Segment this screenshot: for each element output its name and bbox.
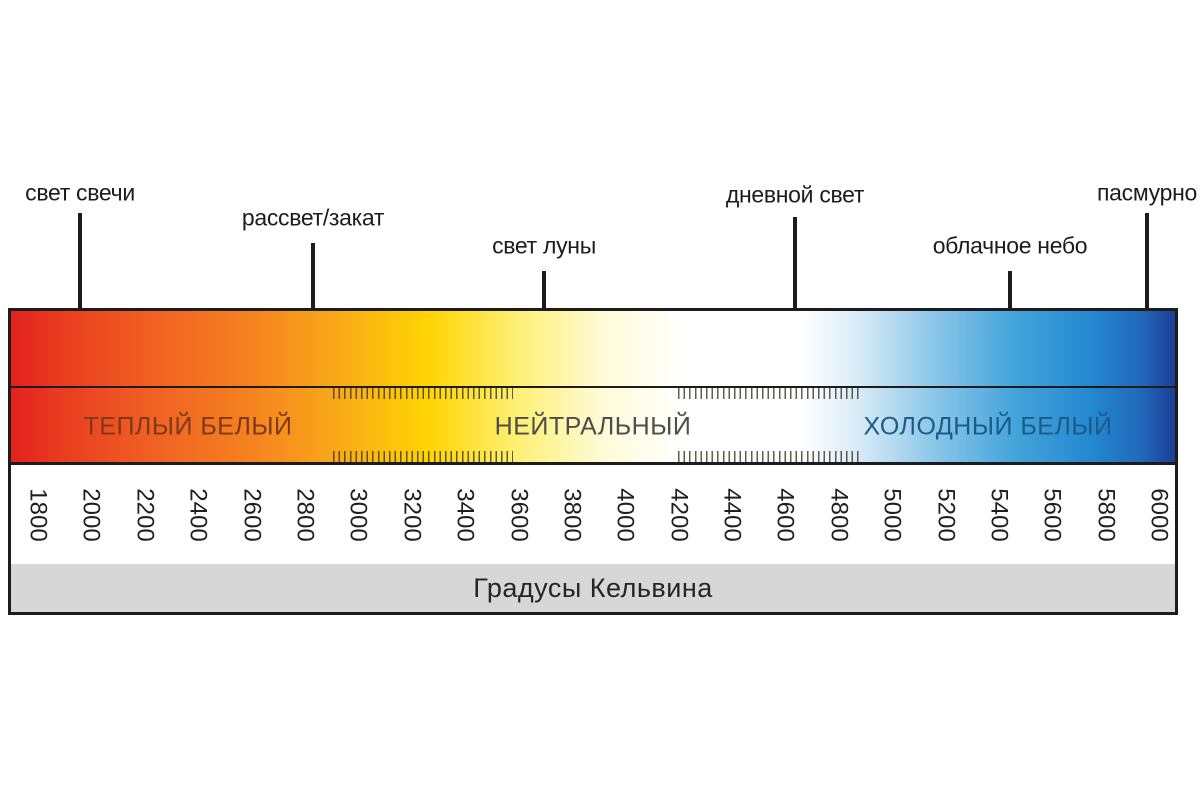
kelvin-tick-label: 5800 [1092, 487, 1120, 542]
kelvin-scale-panel: ТЕПЛЫЙ БЕЛЫЙ НЕЙТРАЛЬНЫЙ ХОЛОДНЫЙ БЕЛЫЙ … [8, 308, 1200, 615]
marker-label: облачное небо [932, 232, 1088, 259]
transition-hatch-neutral-cold-top [678, 388, 861, 399]
transition-hatch-warm-neutral-top [333, 388, 513, 399]
transition-hatch-neutral-cold-bottom [678, 451, 861, 462]
kelvin-tick-label: 4600 [772, 487, 800, 542]
zone-label-warm-white: ТЕПЛЫЙ БЕЛЫЙ [83, 412, 293, 441]
marker-connector-line [793, 217, 797, 348]
kelvin-tick-label: 5600 [1039, 487, 1067, 542]
marker-label: свет луны [492, 232, 596, 259]
kelvin-tick-label: 2600 [238, 487, 266, 542]
kelvin-tick-label: 4800 [825, 487, 853, 542]
marker-label: дневной свет [725, 181, 865, 208]
marker-connector-line [311, 243, 315, 348]
kelvin-tick-label: 4400 [718, 487, 746, 542]
marker-connector-line [78, 213, 82, 348]
marker-label: пасмурно [1097, 179, 1197, 206]
marker-connector-line [1145, 213, 1149, 348]
marker-label: свет свечи [25, 179, 135, 206]
kelvin-tick-label: 2400 [184, 487, 212, 542]
kelvin-tick-label: 2000 [78, 487, 106, 542]
kelvin-tick-label: 5200 [932, 487, 960, 542]
gradient-divider-line [11, 386, 1175, 388]
kelvin-tick-label: 4000 [611, 487, 639, 542]
unit-label: Градусы Кельвина [473, 572, 713, 603]
unit-bar: Градусы Кельвина [11, 564, 1175, 612]
kelvin-tick-label: 2800 [291, 487, 319, 542]
kelvin-tick-label: 1800 [24, 487, 52, 542]
temperature-gradient-bar: ТЕПЛЫЙ БЕЛЫЙ НЕЙТРАЛЬНЫЙ ХОЛОДНЫЙ БЕЛЫЙ [11, 311, 1175, 462]
kelvin-tick-label: 4200 [665, 487, 693, 542]
kelvin-tick-row: 1800 2000 2200 2400 2600 2800 3000 3200 3400 3600… [11, 462, 1200, 564]
kelvin-tick-label: 5000 [878, 487, 906, 542]
kelvin-tick-label: 5400 [985, 487, 1013, 542]
kelvin-tick-label: 6000 [1145, 487, 1173, 542]
transition-hatch-warm-neutral-bottom [333, 451, 513, 462]
zone-label-neutral: НЕЙТРАЛЬНЫЙ [494, 412, 692, 441]
kelvin-tick-label: 3000 [345, 487, 373, 542]
kelvin-tick-label: 3800 [558, 487, 586, 542]
kelvin-tick-label: 3200 [398, 487, 426, 542]
kelvin-tick-label: 3600 [505, 487, 533, 542]
kelvin-tick-label: 2200 [131, 487, 159, 542]
marker-label: рассвет/закат [241, 204, 385, 231]
zone-label-cold-white: ХОЛОДНЫЙ БЕЛЫЙ [863, 412, 1113, 441]
kelvin-tick-label: 6200 [1186, 465, 1200, 564]
kelvin-tick-label: 3400 [451, 487, 479, 542]
